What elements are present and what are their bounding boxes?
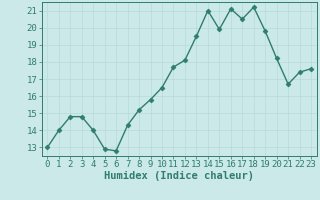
X-axis label: Humidex (Indice chaleur): Humidex (Indice chaleur) — [104, 171, 254, 181]
